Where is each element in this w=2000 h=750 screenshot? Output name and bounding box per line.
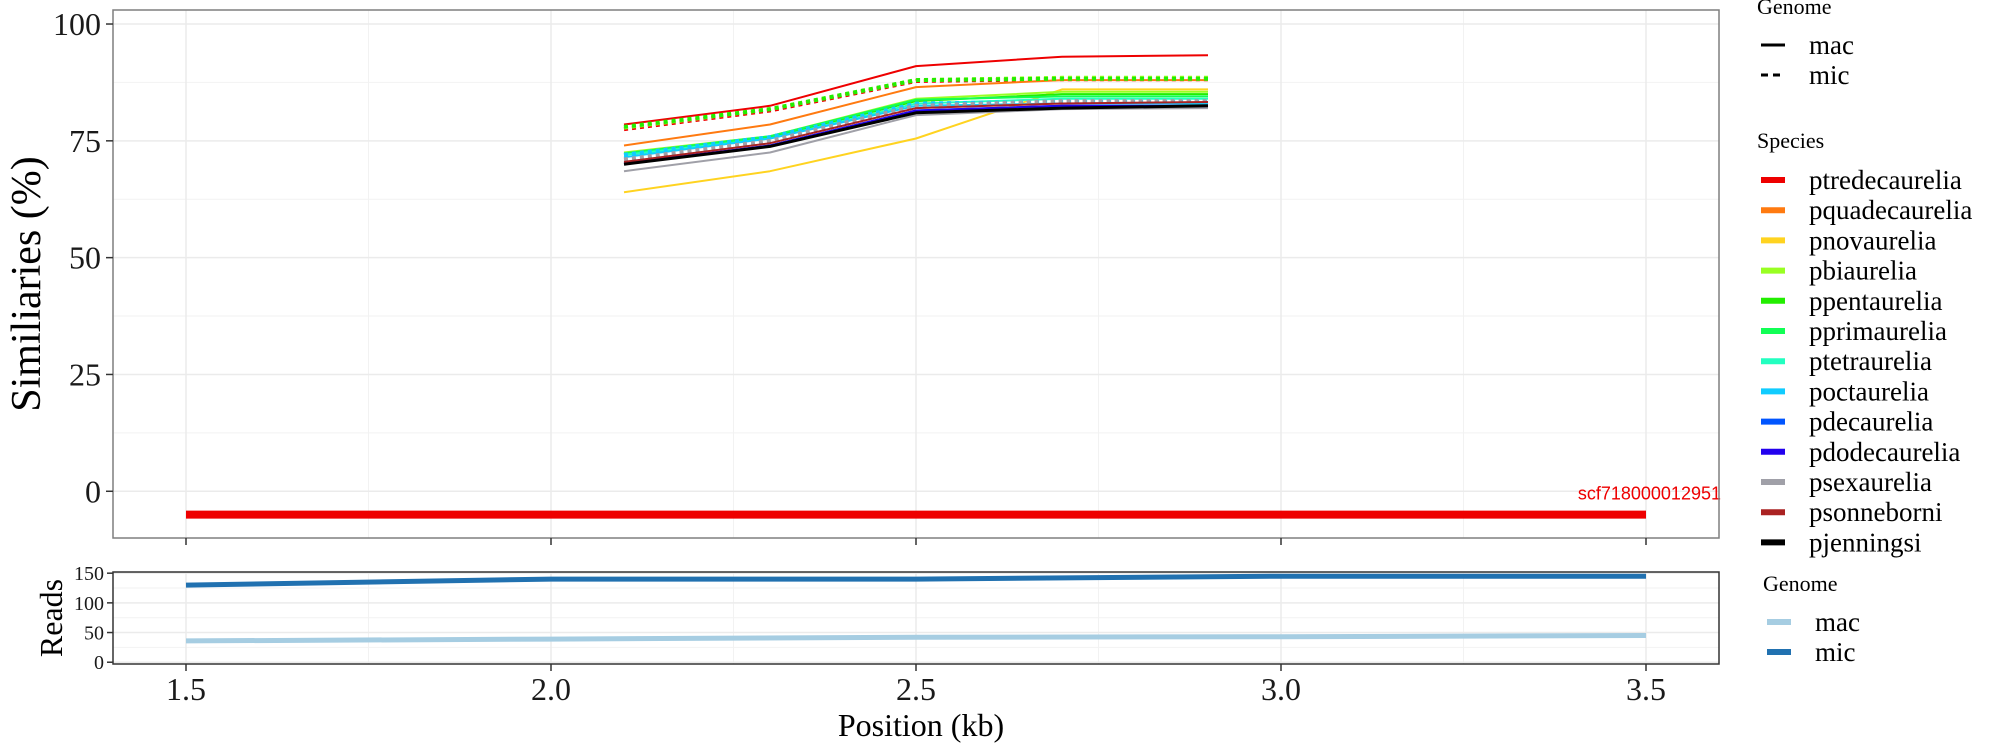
reads-x-ticks: 1.5 2.0 2.5 3.0 3.5: [166, 664, 1666, 707]
similarity-y-ticks: 0 25 50 75 100: [53, 6, 113, 509]
legend-reads-genome-title: Genome: [1763, 571, 1838, 596]
reads-line-mic: [185, 573, 1646, 588]
legend-label-species-pbiaurelia: pbiaurelia: [1809, 256, 1917, 286]
series-line-ptredecaurelia-mac: [623, 54, 1209, 126]
y-tick-label: 75: [69, 123, 101, 159]
legend-genome-title: Genome: [1757, 0, 1832, 19]
similarity-panel: scf718000012951 0 25 50 75 100 Similiaries (…: [4, 6, 1721, 545]
legend-label-species-pdodecaurelia: pdodecaurelia: [1809, 437, 1960, 467]
legend-label-genome-mac: mac: [1809, 30, 1854, 60]
x-tick-label: 3.0: [1261, 671, 1301, 707]
y-tick-label: 0: [94, 652, 104, 674]
similarity-series: scf718000012951: [186, 54, 1721, 519]
legend-label-species-pjenningsi: pjenningsi: [1809, 527, 1922, 557]
legend-label-species-pquadecaurelia: pquadecaurelia: [1809, 195, 1972, 225]
legend-label-reads-mic: mic: [1815, 637, 1856, 667]
y-tick-label: 100: [53, 6, 101, 42]
reads-panel: 0 50 100 150 1.5 2.0 2.5 3.0 3.5 Reads Position…: [33, 563, 1720, 743]
reads-y-axis-title: Reads: [33, 579, 69, 657]
similarity-x-ticks: [185, 538, 1647, 545]
reads-y-ticks: 0 50 100 150: [74, 563, 113, 674]
legend-label-species-pnovaurelia: pnovaurelia: [1809, 225, 1936, 255]
series-line-pjenningsi-mac: [623, 104, 1209, 166]
legend-label-species-psonneborni: psonneborni: [1809, 497, 1942, 527]
y-tick-label: 100: [74, 593, 104, 615]
legend-label-species-pdecaurelia: pdecaurelia: [1809, 407, 1933, 437]
y-tick-label: 25: [69, 356, 101, 392]
similarity-y-axis-title: Similiaries (%): [4, 156, 50, 411]
contig-segment-label: scf718000012951: [1578, 483, 1721, 503]
legend-label-reads-mac: mac: [1815, 607, 1860, 637]
series-line-pnovaurelia-mac: [623, 88, 1208, 194]
x-axis-title: Position (kb): [838, 707, 1004, 743]
similarity-gridlines: [113, 10, 1719, 538]
series-line-poctaurelia-mic: [623, 100, 1208, 157]
y-tick-label: 150: [74, 563, 104, 585]
legend-species-title: Species: [1757, 128, 1824, 153]
x-tick-label: 1.5: [166, 671, 206, 707]
legend-label-species-psexaurelia: psexaurelia: [1809, 467, 1932, 497]
x-tick-label: 2.5: [896, 671, 936, 707]
legend-label-species-poctaurelia: poctaurelia: [1809, 376, 1929, 406]
series-line-psexaurelia-mic: [623, 99, 1208, 162]
legend-label-species-ptredecaurelia: ptredecaurelia: [1809, 165, 1962, 195]
legend-label-species-ptetraurelia: ptetraurelia: [1809, 346, 1932, 376]
y-tick-label: 0: [85, 473, 101, 509]
legend-label-genome-mic: mic: [1809, 60, 1850, 90]
x-tick-label: 2.0: [531, 671, 571, 707]
reads-series: [185, 573, 1647, 644]
legend-label-species-pprimaurelia: pprimaurelia: [1809, 316, 1947, 346]
x-tick-label: 3.5: [1626, 671, 1666, 707]
legend-label-species-ppentaurelia: ppentaurelia: [1809, 286, 1942, 316]
series-line-psonneborni-mac: [623, 101, 1209, 163]
y-tick-label: 50: [69, 240, 101, 276]
legend-species-items: ptredecaureliapquadecaureliapnovaureliap…: [1761, 165, 1972, 557]
reads-line-mac: [185, 633, 1647, 644]
series-line-ppentaurelia-mic: [623, 76, 1208, 129]
y-tick-label: 50: [84, 623, 104, 645]
reads-gridlines: [113, 572, 1719, 664]
